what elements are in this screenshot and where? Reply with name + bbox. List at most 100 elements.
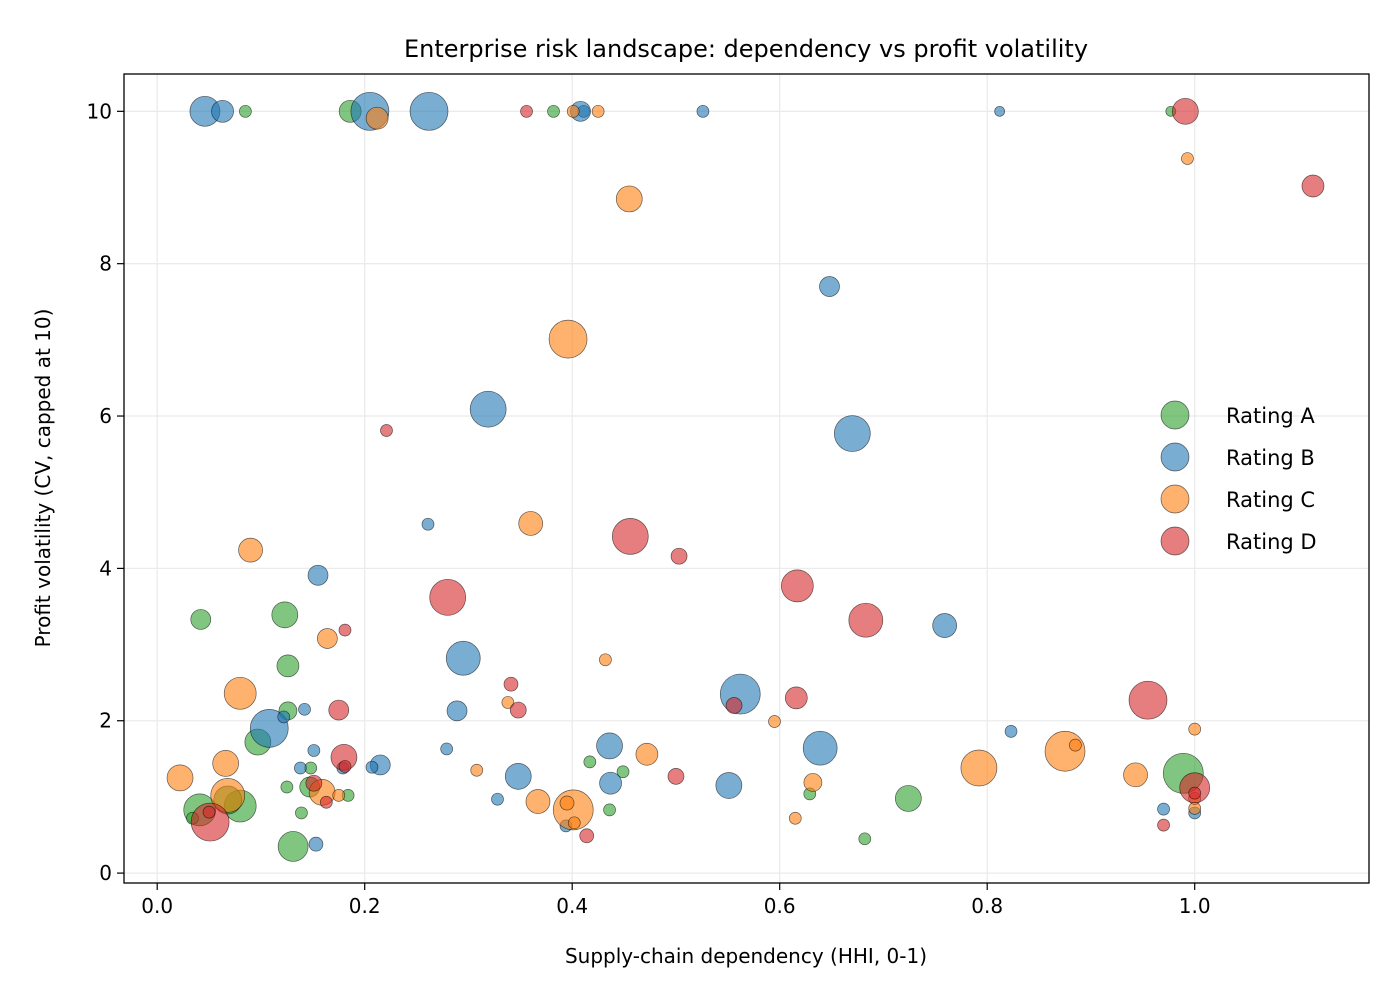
x-tick-label: 0.8 xyxy=(971,894,1003,918)
point-rating-b xyxy=(409,91,449,131)
point-rating-c xyxy=(210,778,246,813)
point-rating-b xyxy=(294,761,307,775)
point-rating-a xyxy=(190,609,212,630)
point-rating-d xyxy=(429,578,467,616)
point-rating-c xyxy=(567,816,581,830)
legend-label: Rating C xyxy=(1226,488,1315,512)
x-axis-ticks: 0.0 0.2 0.4 0.6 0.8 1.0 xyxy=(141,883,1211,918)
point-rating-c xyxy=(960,749,998,787)
point-rating-d xyxy=(780,569,814,603)
point-rating-b xyxy=(932,613,958,638)
point-rating-b xyxy=(211,99,234,123)
data-points xyxy=(166,91,1325,862)
point-rating-d xyxy=(503,676,519,692)
y-tick-label: 0 xyxy=(99,861,112,885)
point-rating-b xyxy=(307,744,321,757)
point-rating-d xyxy=(202,805,216,819)
point-rating-d xyxy=(380,424,393,437)
point-rating-a xyxy=(858,832,872,846)
point-rating-a xyxy=(271,601,299,629)
point-rating-b xyxy=(446,700,468,722)
point-rating-d xyxy=(328,699,350,721)
point-rating-a xyxy=(277,831,309,862)
point-rating-c xyxy=(803,773,823,792)
legend-marker xyxy=(1160,400,1190,430)
point-rating-c xyxy=(525,789,551,814)
x-tick-label: 0.2 xyxy=(349,894,381,918)
point-rating-c xyxy=(1044,730,1086,772)
point-rating-c xyxy=(548,319,588,359)
y-tick-label: 2 xyxy=(99,709,112,733)
point-rating-a xyxy=(280,780,294,794)
point-rating-c xyxy=(599,653,612,667)
point-rating-b xyxy=(504,763,532,790)
legend-label: Rating D xyxy=(1226,530,1317,554)
point-rating-b xyxy=(277,710,291,724)
point-rating-d xyxy=(784,686,808,710)
plot-frame xyxy=(123,73,1370,884)
legend: Rating A Rating B Rating C Rating D xyxy=(1160,400,1317,556)
point-rating-c xyxy=(635,742,659,766)
point-rating-c xyxy=(317,628,338,649)
point-rating-d xyxy=(611,518,649,555)
point-rating-d xyxy=(1188,786,1202,800)
point-rating-b xyxy=(440,742,454,756)
point-rating-b xyxy=(819,276,840,297)
chart-title: Enterprise risk landscape: dependency vs… xyxy=(404,35,1088,63)
point-rating-d xyxy=(848,602,884,638)
point-rating-c xyxy=(566,104,580,118)
point-rating-b xyxy=(596,732,623,760)
point-rating-c xyxy=(470,763,484,777)
point-rating-b xyxy=(469,390,507,428)
point-rating-d xyxy=(1128,680,1168,720)
point-rating-c xyxy=(1123,762,1148,788)
y-tick-label: 6 xyxy=(99,404,112,428)
point-rating-c xyxy=(212,750,240,777)
y-axis-ticks: 0 2 4 6 8 10 xyxy=(87,99,124,885)
point-rating-c xyxy=(501,696,515,709)
point-rating-a xyxy=(616,765,630,779)
point-rating-a xyxy=(603,803,616,817)
point-rating-c xyxy=(1069,738,1082,752)
legend-marker xyxy=(1160,484,1190,514)
point-rating-d xyxy=(338,760,352,773)
point-rating-d xyxy=(725,697,743,714)
point-rating-a xyxy=(894,785,922,812)
point-rating-c xyxy=(365,106,389,130)
point-rating-c xyxy=(591,104,605,118)
point-rating-c xyxy=(332,789,346,802)
point-rating-c xyxy=(1181,152,1194,165)
point-rating-c xyxy=(166,764,194,792)
point-rating-d xyxy=(579,828,595,844)
point-rating-c xyxy=(559,795,575,811)
legend-label: Rating B xyxy=(1226,446,1315,470)
point-rating-a xyxy=(295,806,308,820)
legend-marker xyxy=(1160,442,1190,472)
x-tick-label: 0.4 xyxy=(556,894,588,918)
point-rating-b xyxy=(298,702,311,716)
point-rating-b xyxy=(994,105,1006,117)
point-rating-a xyxy=(583,755,597,769)
point-rating-b xyxy=(599,771,622,795)
point-rating-b xyxy=(307,564,329,586)
y-axis-label: Profit volatility (CV, capped at 10) xyxy=(31,309,55,648)
y-tick-label: 8 xyxy=(99,252,112,276)
point-rating-d xyxy=(1172,97,1199,125)
point-rating-c xyxy=(518,511,544,536)
x-tick-label: 0.6 xyxy=(764,894,796,918)
point-rating-d xyxy=(667,768,685,785)
point-rating-b xyxy=(802,730,838,766)
point-rating-c xyxy=(768,715,781,728)
point-rating-a xyxy=(239,104,252,118)
point-rating-b xyxy=(308,836,324,852)
point-rating-d xyxy=(1157,818,1170,832)
point-rating-a xyxy=(276,654,300,678)
point-rating-d xyxy=(190,802,230,842)
point-rating-c xyxy=(1188,722,1202,736)
point-rating-b xyxy=(696,104,710,118)
point-rating-c xyxy=(238,537,263,563)
point-rating-b xyxy=(421,517,435,531)
point-rating-d xyxy=(670,547,688,565)
